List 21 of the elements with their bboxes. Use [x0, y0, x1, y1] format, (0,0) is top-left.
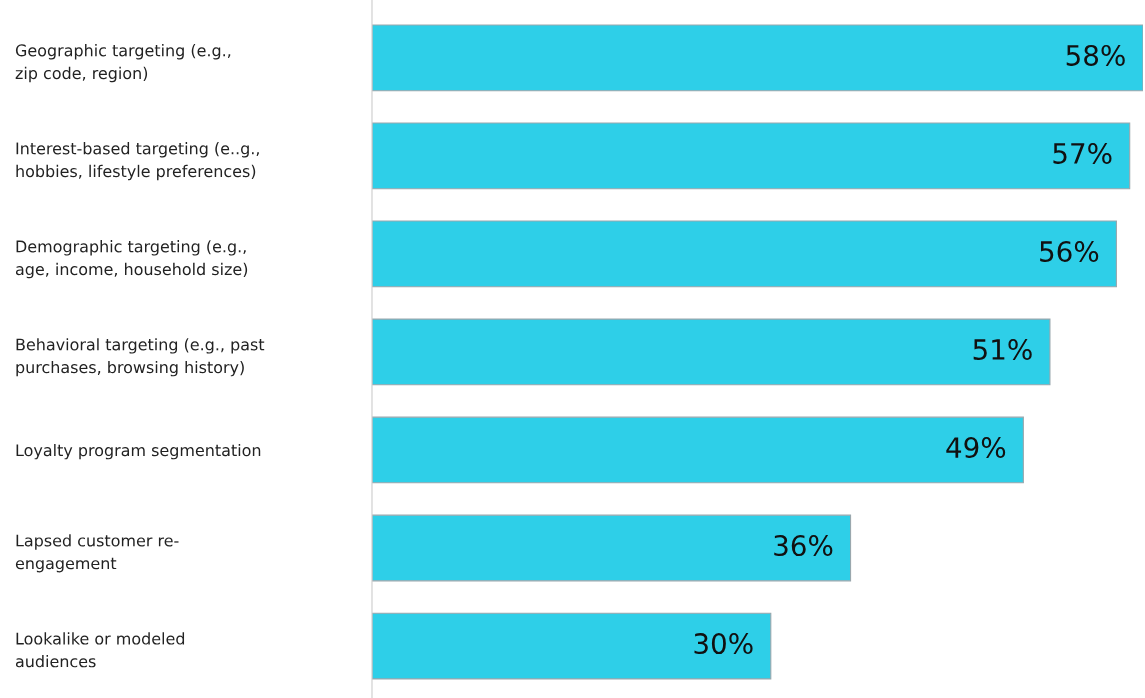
bar: [372, 612, 772, 680]
bar: [372, 416, 1024, 484]
data-label: 56%: [1040, 240, 1099, 262]
data-label: 49%: [946, 437, 1006, 459]
bar: [372, 122, 1131, 190]
y-tick-label: Lookalike or modeled audiences: [15, 632, 185, 668]
y-tick-label: Lapsed customer re- engagement: [15, 534, 179, 573]
data-label: 30%: [694, 633, 753, 655]
bar: [372, 220, 1117, 288]
data-label: 57%: [1053, 142, 1112, 164]
bar: [372, 514, 852, 582]
y-tick-label: Interest-based targeting (e..g., hobbies, lifestyle preferences): [16, 142, 259, 181]
bar: [372, 318, 1051, 386]
y-tick-label: Geographic targeting (e.g., zip code, region): [15, 44, 231, 83]
y-tick-label: Loyalty program segmentation: [16, 443, 261, 460]
y-tick-label: Demographic targeting (e.g., age, income, household size): [15, 240, 248, 279]
y-tick-label: Behavioral targeting (e.g., past purchases, browsing history): [16, 338, 265, 377]
data-label: 51%: [973, 338, 1032, 360]
data-label: 58%: [1066, 44, 1125, 66]
bar: [372, 24, 1143, 92]
data-label: 36%: [774, 535, 833, 557]
